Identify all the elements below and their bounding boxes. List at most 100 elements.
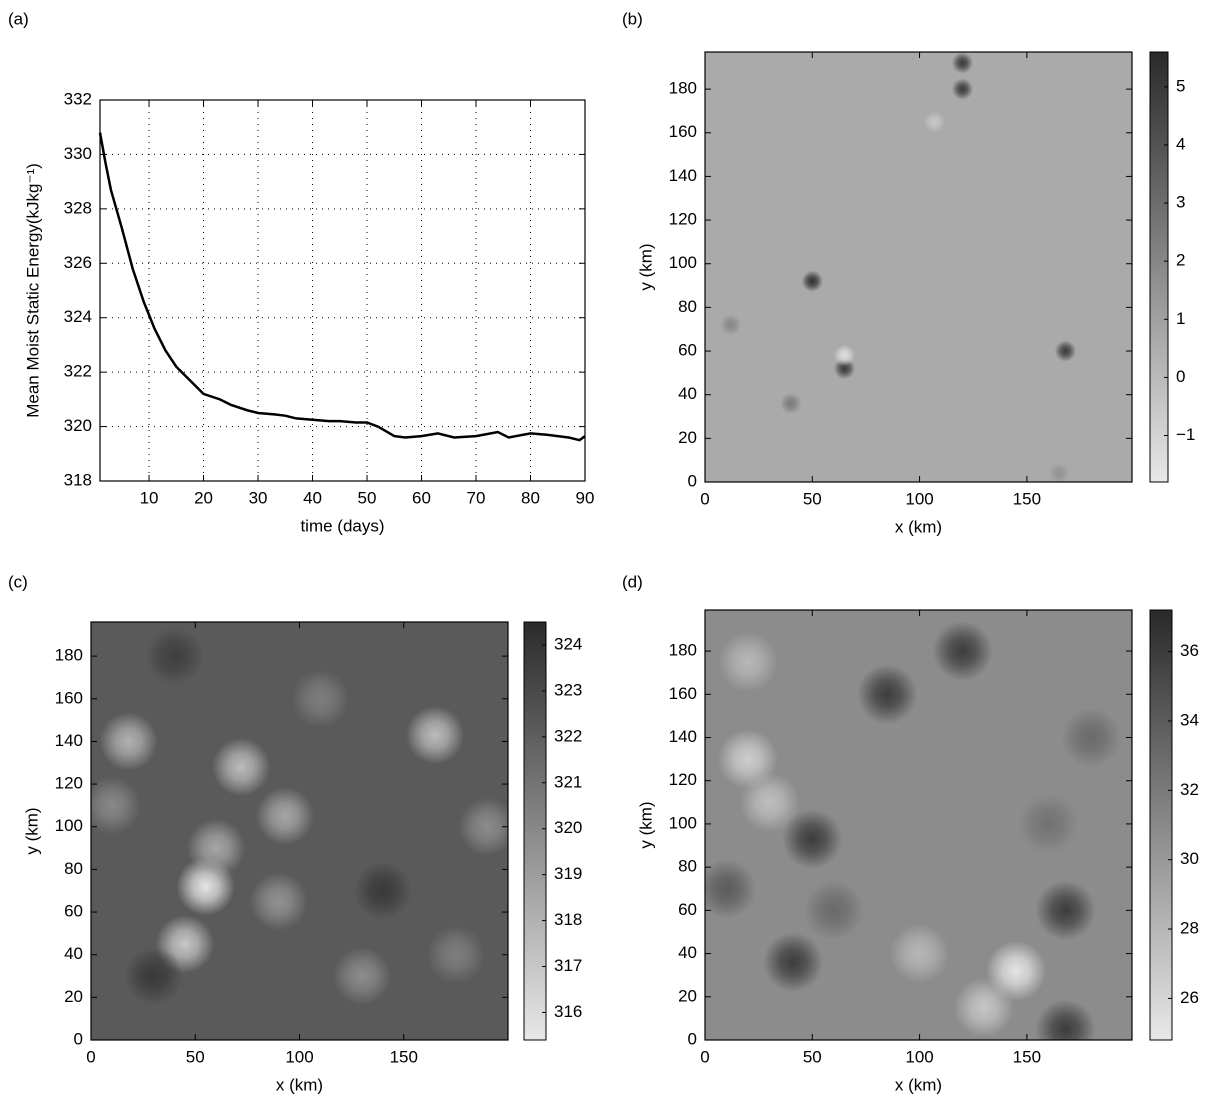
y-tick-label: 20 (64, 987, 83, 1006)
colorbar-tick-label: 317 (554, 956, 582, 975)
field-spot (720, 314, 742, 336)
field-spot (951, 78, 974, 100)
panel-label: (a) (8, 9, 29, 28)
field-spot (145, 626, 204, 686)
line (98, 132, 586, 442)
field-spot (255, 786, 315, 846)
colorbar-tick-label: 316 (554, 1002, 582, 1021)
plot-frame (99, 99, 586, 482)
y-tick-label: 328 (64, 198, 92, 217)
field-spot (353, 861, 413, 920)
colorbar-tick-label: 5 (1176, 76, 1185, 95)
field-spot (457, 797, 508, 856)
y-tick-label: 100 (669, 253, 697, 272)
y-tick-label: 324 (64, 307, 92, 326)
field-spot (332, 946, 392, 1006)
panel-label: (b) (622, 9, 643, 28)
field-spot (426, 925, 486, 984)
y-tick-label: 80 (678, 857, 697, 876)
colorbar (523, 621, 547, 1041)
y-tick-label: 160 (55, 688, 83, 707)
field-spot (211, 737, 271, 797)
y-tick-label: 330 (64, 144, 92, 163)
colorbar-tick-label: 32 (1180, 780, 1199, 799)
y-tick-label: 100 (55, 816, 83, 835)
field-spot (857, 664, 918, 725)
field-spot (762, 932, 824, 993)
x-tick-label: 150 (1013, 1047, 1041, 1066)
field-spot (739, 772, 800, 833)
field-spot (186, 818, 246, 878)
y-tick-label: 140 (669, 727, 697, 746)
y-tick-label: 20 (678, 986, 697, 1005)
y-tick-label: 160 (669, 122, 697, 141)
field-spot (932, 621, 993, 682)
field (705, 621, 1122, 1040)
x-tick-label: 50 (803, 489, 822, 508)
x-axis-title: x (km) (895, 1075, 942, 1094)
colorbar-tick-label: 321 (554, 772, 582, 791)
y-axis-title: y (km) (22, 807, 41, 854)
panel-label: (d) (622, 572, 643, 591)
x-tick-label: 20 (194, 488, 213, 507)
field-spot (889, 923, 950, 984)
y-tick-label: 40 (678, 943, 697, 962)
x-tick-label: 150 (1013, 489, 1041, 508)
field (720, 52, 1077, 482)
colorbar-tick-label: 2 (1176, 251, 1185, 270)
x-axis-title: x (km) (895, 517, 942, 536)
field-spot (91, 776, 142, 835)
x-tick-label: 100 (905, 1047, 933, 1066)
y-tick-label: 60 (64, 902, 83, 921)
y-tick-label: 80 (678, 297, 697, 316)
field-spot (1061, 707, 1122, 768)
x-tick-label: 70 (467, 488, 486, 507)
y-tick-label: 180 (669, 79, 697, 98)
field-spot (951, 52, 974, 74)
field (91, 626, 508, 1006)
colorbar (1149, 609, 1173, 1041)
field-spot (953, 977, 1014, 1038)
y-tick-label: 60 (678, 341, 697, 360)
field-spot (705, 858, 757, 919)
field-spot (780, 392, 802, 415)
field-spot (923, 111, 946, 133)
y-axis-title: y (km) (636, 243, 655, 290)
y-tick-label: 0 (688, 471, 697, 490)
x-tick-label: 50 (186, 1047, 205, 1066)
y-tick-label: 332 (64, 89, 92, 108)
y-tick-label: 0 (74, 1029, 83, 1048)
colorbar-tick-label: 320 (554, 818, 582, 837)
y-tick-label: 140 (55, 731, 83, 750)
colorbar-tick-label: 34 (1180, 710, 1199, 729)
x-tick-label: 80 (521, 488, 540, 507)
colorbar-tick-label: 324 (554, 634, 582, 653)
colorbar-tick-label: 322 (554, 726, 582, 745)
x-tick-label: 0 (700, 489, 709, 508)
field-spot (1035, 999, 1096, 1040)
y-tick-label: 120 (669, 770, 697, 789)
field-spot (124, 946, 183, 1006)
x-tick-label: 50 (358, 488, 377, 507)
x-tick-label: 30 (249, 488, 268, 507)
colorbar-tick-label: 30 (1180, 849, 1199, 868)
colorbar-tick-label: −1 (1176, 425, 1195, 444)
field-spot (803, 880, 864, 941)
panel-label: (c) (8, 572, 28, 591)
x-tick-label: 10 (140, 488, 159, 507)
colorbar-tick-label: 323 (554, 680, 582, 699)
field-spot (1018, 793, 1079, 854)
y-tick-label: 322 (64, 362, 92, 381)
plot-frame (704, 51, 1133, 483)
y-tick-label: 140 (669, 166, 697, 185)
y-tick-label: 60 (678, 900, 697, 919)
x-tick-label: 40 (303, 488, 322, 507)
y-tick-label: 120 (55, 774, 83, 793)
plot-frame (704, 609, 1133, 1041)
colorbar (1149, 51, 1169, 483)
x-axis-title: x (km) (276, 1075, 323, 1094)
colorbar-tick-label: 319 (554, 864, 582, 883)
y-tick-label: 40 (678, 384, 697, 403)
field-spot (1035, 880, 1096, 941)
colorbar-tick-label: 318 (554, 910, 582, 929)
